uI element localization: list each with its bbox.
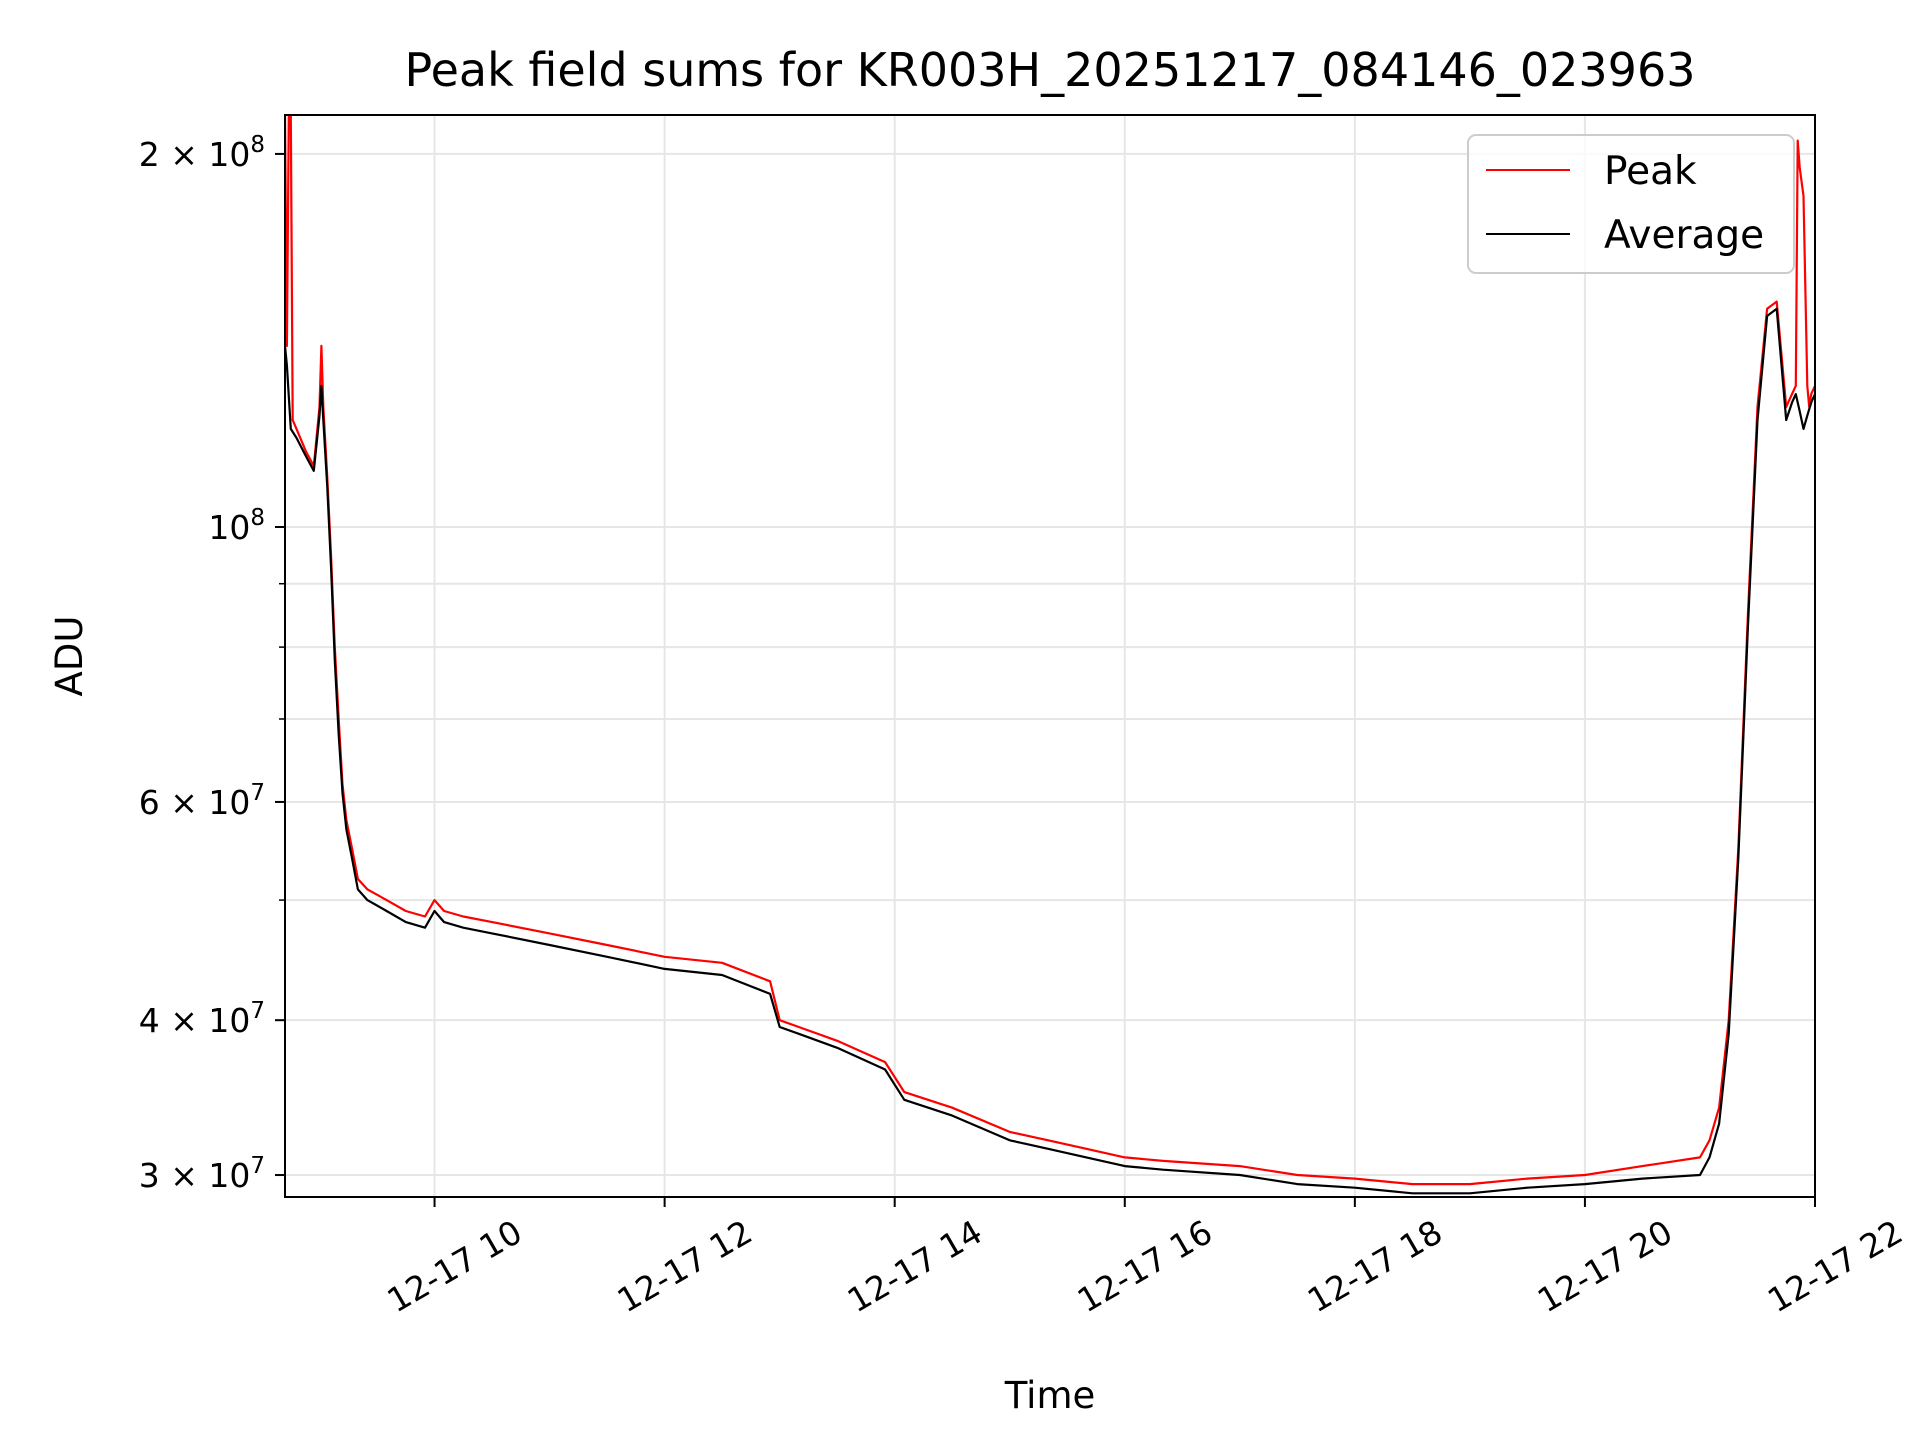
y-tick-label: 4 × 107 — [139, 998, 265, 1040]
y-axis: 3 × 107 4 × 107 6 × 107 108 2 × 108 — [139, 132, 285, 1195]
y-tick-label: 2 × 108 — [139, 132, 265, 174]
plot-frame — [284, 114, 1816, 1198]
legend: Peak Average — [1467, 134, 1795, 274]
legend-label-average: Average — [1604, 213, 1764, 258]
series-line-average — [285, 307, 1815, 1195]
legend-label-peak: Peak — [1604, 149, 1697, 194]
y-tick-label: 3 × 107 — [139, 1153, 265, 1195]
series-lines — [285, 115, 1815, 1195]
y-tick-label: 6 × 107 — [139, 780, 265, 822]
grid — [285, 115, 1816, 1197]
x-axis-label: Time — [1004, 1374, 1096, 1417]
y-axis-label: ADU — [48, 616, 91, 697]
chart-title: Peak field sums for KR003H_20251217_0841… — [405, 43, 1696, 97]
y-tick-label: 108 — [208, 505, 265, 547]
plot-lines — [285, 115, 1815, 1195]
